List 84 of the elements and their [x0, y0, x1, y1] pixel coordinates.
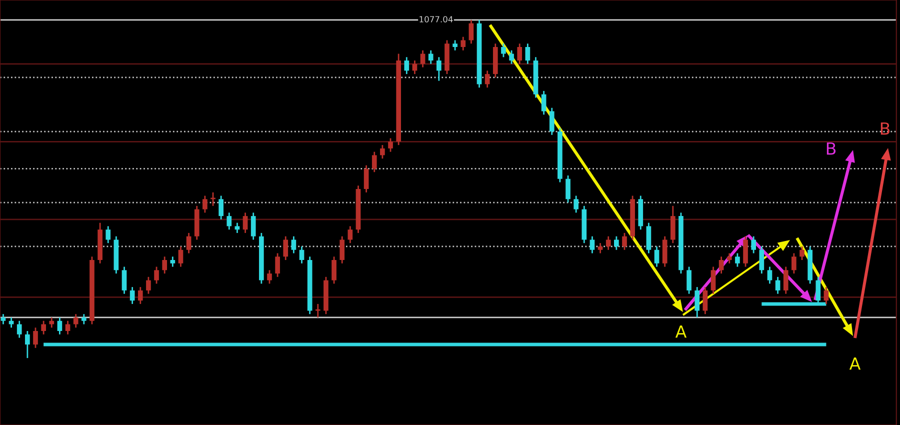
candlestick	[686, 266, 692, 295]
candlestick	[162, 256, 168, 274]
candlestick	[218, 195, 224, 220]
candlestick	[710, 266, 716, 295]
candlestick	[404, 56, 410, 75]
candlestick	[670, 205, 676, 244]
candlestick	[138, 286, 143, 305]
candlestick	[517, 42, 522, 65]
candlestick	[170, 256, 176, 268]
candlestick	[468, 19, 474, 44]
candlestick	[186, 232, 192, 254]
candlestick	[694, 286, 700, 318]
candlestick	[283, 236, 288, 261]
candlestick	[549, 107, 554, 136]
candlestick	[106, 226, 111, 244]
candlestick	[590, 236, 595, 254]
text: A	[849, 357, 861, 370]
text: B	[880, 122, 890, 135]
candlestick	[299, 246, 304, 264]
candlestick	[420, 50, 426, 68]
candlestick	[348, 226, 353, 244]
candlestick	[718, 256, 724, 274]
candlestick	[646, 222, 652, 254]
candlestick	[388, 138, 393, 153]
candlestick	[234, 222, 240, 234]
candlestick	[436, 56, 442, 82]
candlestick	[614, 236, 619, 251]
candlestick	[509, 50, 514, 65]
candlestick	[178, 246, 184, 268]
candlestick	[824, 286, 829, 305]
candlestick	[65, 320, 70, 336]
candlestick	[41, 320, 46, 336]
candlestick	[154, 266, 159, 284]
candlestick	[81, 313, 86, 325]
candlestick	[452, 40, 458, 52]
annotation: B	[826, 142, 836, 155]
candlestick	[501, 42, 506, 58]
candlestick	[267, 269, 272, 284]
candlestick	[606, 236, 611, 251]
annotation: 1077.04	[420, 16, 453, 22]
candlestick	[0, 313, 6, 325]
candlestick	[340, 236, 345, 264]
candlestick	[574, 195, 579, 214]
candlestick	[250, 212, 256, 240]
candlestick	[16, 320, 22, 338]
candlestick	[57, 316, 62, 336]
candlestick	[702, 286, 708, 315]
candlestick	[130, 286, 135, 305]
candlestick	[364, 164, 369, 194]
candlestick	[783, 266, 788, 295]
candlestick	[800, 246, 804, 261]
candlestick	[792, 252, 796, 274]
candlestick	[291, 236, 296, 254]
candlestick	[122, 266, 127, 295]
candlestick	[275, 252, 280, 278]
candlestick	[49, 316, 54, 328]
candlestick	[202, 195, 208, 214]
candlestick	[767, 266, 772, 284]
candlestick	[566, 174, 570, 204]
candlestick	[372, 151, 377, 173]
candlestick	[33, 326, 38, 349]
candlestick	[332, 256, 336, 284]
candlestick	[226, 212, 232, 230]
candlestick	[242, 212, 248, 234]
candlestick	[25, 330, 30, 359]
annotation: A	[675, 325, 687, 338]
candlestick	[726, 252, 732, 264]
candlestick	[541, 90, 546, 116]
candlestick	[759, 246, 764, 274]
candlestick	[484, 70, 490, 88]
candlestick	[735, 252, 740, 268]
candlestick	[146, 276, 151, 295]
candlestick	[598, 242, 603, 254]
candlestick	[654, 246, 660, 268]
candlestick	[622, 232, 627, 251]
candlestick	[428, 50, 434, 65]
candlestick	[380, 144, 385, 160]
candlestick	[743, 236, 748, 268]
candlestick	[460, 36, 466, 52]
candlestick	[73, 313, 78, 328]
candlestick	[751, 236, 756, 254]
candlestick	[525, 42, 530, 65]
candlestick	[775, 276, 780, 295]
candlestick	[662, 236, 668, 268]
